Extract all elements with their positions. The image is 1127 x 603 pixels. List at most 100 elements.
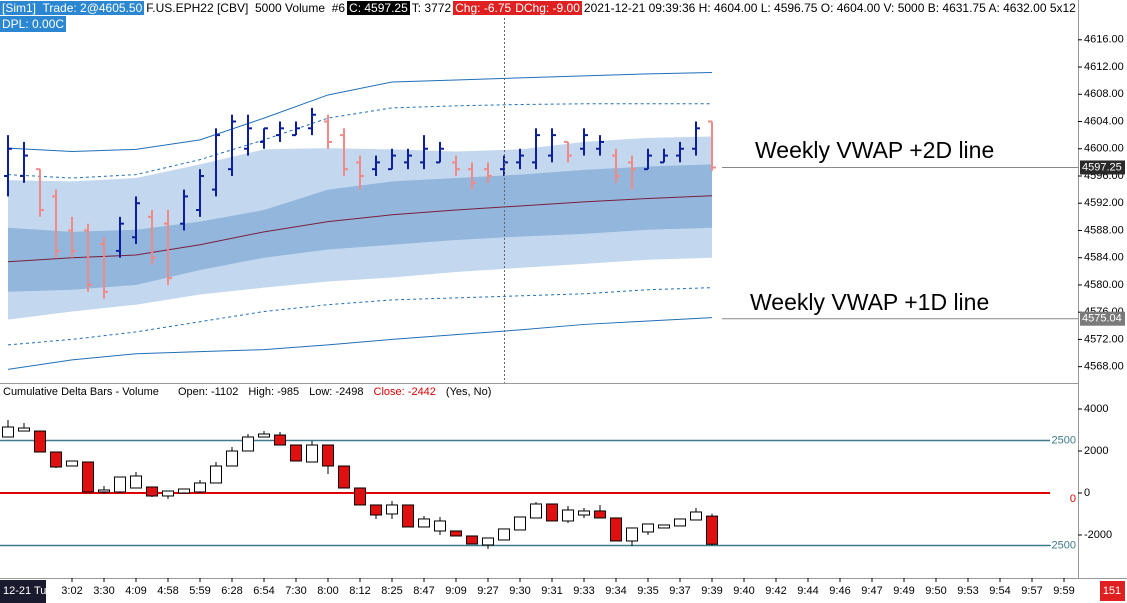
x-tick-label: 8:47 [413,585,434,597]
candle-body [226,450,238,467]
candle-body [146,486,158,497]
candle-body [34,430,46,453]
candle-body [98,489,110,493]
panel-stat: Low: -2498 [309,386,363,398]
candle-body [434,520,446,532]
x-tick-label: 9:46 [829,585,850,597]
y-tick-label: 0 [1084,487,1090,499]
band-line [7,195,713,263]
x-tick-label: 8:25 [381,585,402,597]
candle-body [210,465,222,484]
price-marker-box [1080,311,1125,326]
candle-body [402,504,414,528]
status-item: [Sim1] Trade: 2@4605.50 [0,1,145,15]
x-tick-label: 3:02 [61,585,82,597]
y-tick-label: 4568.00 [1084,361,1124,373]
candle-body [498,528,510,541]
x-tick-label: 4:09 [125,585,146,597]
y-tick-label: 4608.00 [1084,88,1124,100]
candle-body [50,451,62,468]
y-tick-label: 4580.00 [1084,279,1124,291]
status-line: DPL: 0.00C [0,16,67,32]
x-tick-label: 9:49 [893,585,914,597]
candle-body [562,509,574,522]
x-tick-label: 9:30 [509,585,530,597]
candle-body [290,444,302,462]
panel-stat: (Yes, No) [446,386,491,398]
candle-body [178,488,190,494]
x-tick-label: 9:27 [477,585,498,597]
cursor-date-box [0,580,46,603]
badge-box [1100,581,1125,601]
candle-body [18,427,30,432]
x-tick-label: 9:59 [1053,585,1074,597]
candle-body [242,436,254,452]
band-line [7,103,712,179]
status-item: DChg: -9.00 [513,1,582,15]
price-marker-box [1080,160,1125,175]
x-tick-label: 9:40 [733,585,754,597]
y-tick-label: 4604.00 [1084,115,1124,127]
status-item: T: 3772 [411,1,452,15]
x-tick-label: 9:09 [445,585,466,597]
candle-body [306,444,318,463]
candle-body [354,487,366,506]
candle-body [658,524,670,529]
candle-body [674,518,686,527]
candle-body [546,503,558,522]
status-item: Chg: -6.75 [453,1,514,15]
candle-body [642,523,654,533]
status-bar: [Sim1] Trade: 2@4605.50 F.US.EPH22 [CBV] … [0,0,1078,18]
y-tick-label: 4000 [1084,403,1108,415]
panel-stat: High: -985 [248,386,299,398]
panel-stat: Close: -2442 [374,386,436,398]
y-tick-label: 4588.00 [1084,224,1124,236]
x-tick-label: 9:31 [541,585,562,597]
panel-stat: Open: -1102 [178,386,238,398]
candle-body [130,475,142,489]
y-tick-label: 2000 [1084,445,1108,457]
status-item: C: 4597.25 [347,1,410,15]
y-tick-label: 4600.00 [1084,143,1124,155]
price-marker: 4597.25 [1082,161,1122,173]
x-tick-label: 5:59 [189,585,210,597]
candle-body [466,535,478,545]
x-tick-label: 9:57 [1021,585,1042,597]
annotation: Weekly VWAP +2D line [755,137,994,163]
x-tick-label: 9:42 [765,585,786,597]
panel-title: Cumulative Delta Bars - Volume [3,386,159,398]
x-tick-label: 9:53 [957,585,978,597]
x-tick-label: 4:58 [157,585,178,597]
candle-body [114,476,126,493]
y-tick-label: 4592.00 [1084,197,1124,209]
candle-body [274,434,286,446]
candle-body [162,490,174,497]
x-tick-label: 9:54 [989,585,1010,597]
candle-body [322,444,334,467]
candle-body [194,482,206,493]
candle-body [482,537,494,546]
candle-body [66,460,78,467]
annotation: Weekly VWAP +1D line [750,289,989,315]
status-item: F.US.EPH22 [CBV] 5000 Volume #6 [146,1,346,15]
candle-body [514,516,526,531]
x-tick-label: 9:44 [797,585,818,597]
candle-body [530,503,542,519]
x-tick-label: 6:54 [253,585,274,597]
y-tick-label: 4572.00 [1084,333,1124,345]
candle-body [82,461,94,493]
x-tick-label: 9:35 [637,585,658,597]
x-tick-label: 9:47 [861,585,882,597]
candle-body [626,527,638,542]
candle-body [418,518,430,528]
reference-label: 0 [1070,493,1076,505]
cursor-date: 12-21 Tu [3,585,46,597]
x-tick-label: 9:34 [605,585,626,597]
candle-body [338,465,350,489]
candle-body [578,510,590,516]
band [8,164,712,292]
x-tick-label: 9:39 [701,585,722,597]
y-tick-label: 4616.00 [1084,34,1124,46]
